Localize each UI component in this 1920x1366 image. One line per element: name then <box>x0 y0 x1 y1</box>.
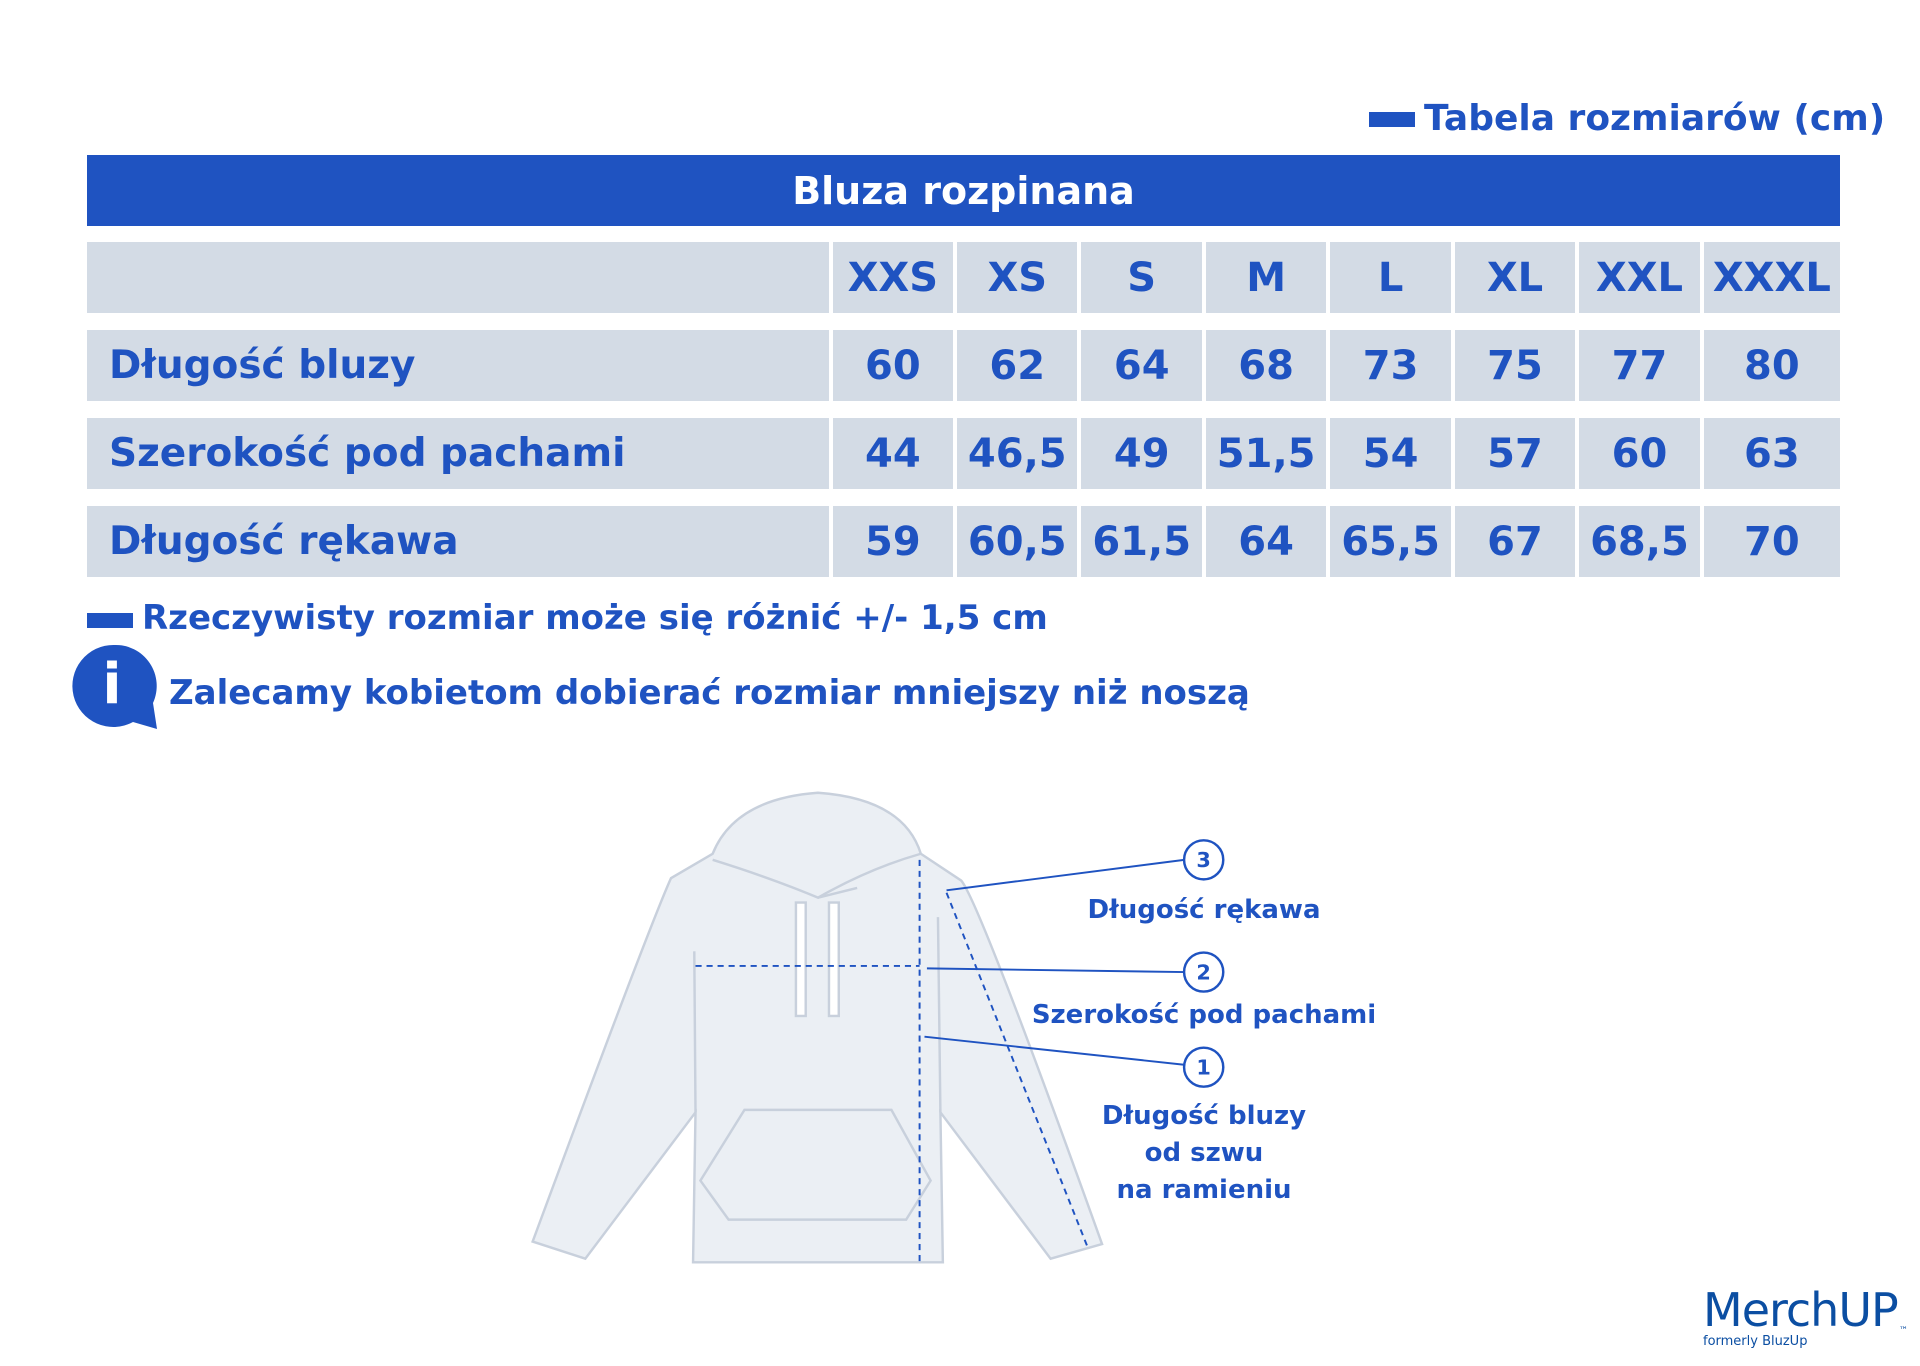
size-header: L <box>1330 242 1451 313</box>
callout-label-chest: Szerokość pod pachami <box>1004 997 1404 1034</box>
callout-label-sleeve: Długość rękawa <box>1004 892 1404 929</box>
info-glyph: i <box>102 652 121 717</box>
hoodie-outline <box>531 791 1104 1264</box>
value-cell: 61,5 <box>1081 506 1202 577</box>
note-bullet <box>87 613 133 628</box>
table-row: Długość rękawa 59 60,5 61,5 64 65,5 67 68,5 70 <box>87 506 1841 577</box>
callout-circles <box>1182 839 1225 1088</box>
size-header: XS <box>957 242 1078 313</box>
value-cell: 60 <box>832 330 954 401</box>
recommendation-note: Zalecamy kobietom dobierać rozmiar mniej… <box>169 673 1250 713</box>
brand-tagline: formerly BluzUp <box>1703 1334 1808 1349</box>
row-label: Szerokość pod pachami <box>87 418 829 489</box>
value-cell: 49 <box>1081 418 1202 489</box>
table-title: Bluza rozpinana <box>87 155 1840 226</box>
callout-text: Długość rękawa <box>1087 895 1321 925</box>
value-cell: 60 <box>1579 418 1700 489</box>
value-cell: 51,5 <box>1205 418 1327 489</box>
row-label: Długość bluzy <box>87 330 829 401</box>
table-row: Długość bluzy 60 62 64 68 73 75 77 80 <box>87 330 1841 401</box>
measure-lines <box>695 858 1185 1266</box>
callout-number: 1 <box>1196 1056 1210 1080</box>
size-header: XL <box>1454 242 1576 313</box>
value-cell: 59 <box>832 506 954 577</box>
value-cell: 64 <box>1081 330 1202 401</box>
size-header: S <box>1081 242 1202 313</box>
callout-text: od szwu <box>1144 1138 1264 1168</box>
size-header: M <box>1205 242 1327 313</box>
size-header: XXL <box>1579 242 1700 313</box>
value-cell: 57 <box>1454 418 1576 489</box>
value-cell: 70 <box>1703 506 1841 577</box>
value-cell: 65,5 <box>1330 506 1451 577</box>
value-cell: 64 <box>1205 506 1327 577</box>
header-empty-cell <box>87 242 829 313</box>
size-header: XXXL <box>1703 242 1841 313</box>
callout-number: 2 <box>1196 960 1210 984</box>
info-icon: i <box>72 644 157 729</box>
row-label: Długość rękawa <box>87 506 829 577</box>
size-header: XXS <box>832 242 954 313</box>
tolerance-note: Rzeczywisty rozmiar może się różnić +/- … <box>142 598 1048 638</box>
value-cell: 44 <box>832 418 954 489</box>
value-cell: 60,5 <box>957 506 1078 577</box>
brand-name: MerchUP <box>1703 1283 1899 1337</box>
brand-logo: MerchUP ™ formerly BluzUp <box>1703 1283 1908 1349</box>
value-cell: 68,5 <box>1579 506 1700 577</box>
value-cell: 75 <box>1454 330 1576 401</box>
table-header-row: XXS XS S M L XL XXL XXXL <box>87 242 1841 313</box>
callout-number: 3 <box>1196 848 1210 872</box>
value-cell: 67 <box>1454 506 1576 577</box>
value-cell: 77 <box>1579 330 1700 401</box>
callout-text: na ramieniu <box>1116 1175 1292 1205</box>
legend-swatch <box>1369 112 1415 127</box>
value-cell: 73 <box>1330 330 1451 401</box>
value-cell: 46,5 <box>957 418 1078 489</box>
value-cell: 54 <box>1330 418 1451 489</box>
callout-text: Szerokość pod pachami <box>1031 1000 1377 1030</box>
table-row: Szerokość pod pachami 44 46,5 49 51,5 54 57 60 6… <box>87 418 1841 489</box>
value-cell: 62 <box>957 330 1078 401</box>
callout-label-length: Długość bluzy od szwu na ramieniu <box>1004 1098 1404 1209</box>
brand-tm: ™ <box>1899 1326 1908 1336</box>
value-cell: 80 <box>1703 330 1841 401</box>
callout-text: Długość bluzy <box>1101 1101 1307 1131</box>
value-cell: 63 <box>1703 418 1841 489</box>
legend-label: Tabela rozmiarów (cm) <box>1424 98 1886 139</box>
value-cell: 68 <box>1205 330 1327 401</box>
